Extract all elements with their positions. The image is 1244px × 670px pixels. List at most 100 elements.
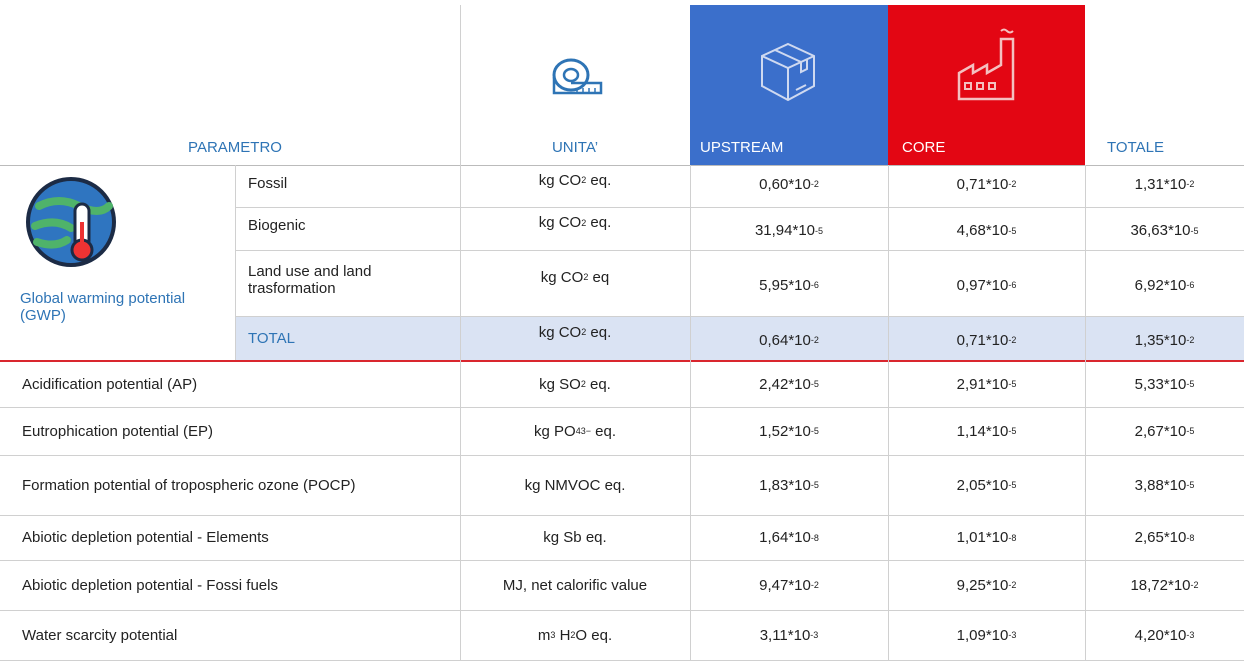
column-line: [690, 165, 691, 660]
unit-part: O eq.: [575, 626, 613, 644]
value-base: 9,25*10: [956, 576, 1009, 594]
value-exp: -2: [810, 580, 819, 590]
unit-cell: kg CO 2 eq.: [460, 162, 690, 198]
row-name: Eutrophication potential (EP): [22, 407, 462, 455]
row-name: Abiotic depletion potential - Elements: [22, 515, 462, 560]
value-base: 5,95*10: [759, 276, 811, 294]
unit-part: eq.: [586, 323, 612, 341]
value-cell: 3,11*10 -3: [690, 610, 888, 660]
row-name-text: Formation potential of tropospheric ozon…: [22, 476, 356, 494]
value-cell: 2,42*10 -5: [690, 361, 888, 407]
value-exp: -2: [1186, 335, 1195, 345]
value-exp: -2: [1008, 335, 1017, 345]
value-cell: 1,14*10 -5: [888, 407, 1085, 455]
value-base: 1,14*10: [956, 422, 1009, 440]
header-text: CORE: [902, 139, 946, 156]
value-exp: -5: [810, 379, 819, 389]
value-cell: 0,71*10 -2: [888, 320, 1085, 360]
group-label-text: Global warming potential (GWP): [20, 290, 186, 324]
value-cell: 5,33*10 -5: [1085, 361, 1244, 407]
row-name: Acidification potential (AP): [22, 361, 462, 407]
value-exp: -2: [810, 179, 819, 189]
value-cell: 1,09*10 -3: [888, 610, 1085, 660]
value-exp: -5: [1008, 225, 1017, 236]
column-line: [460, 5, 461, 660]
value-base: 0,64*10: [759, 331, 811, 349]
value-cell: 2,05*10 -5: [888, 455, 1085, 515]
row-name-text: Abiotic depletion potential - Elements: [22, 529, 269, 546]
core-header-bg: [888, 5, 1085, 165]
value-base: 5,33*10: [1134, 375, 1187, 393]
value-exp: -3: [810, 630, 819, 640]
value-exp: -5: [810, 480, 819, 490]
unit-part: 3: [550, 630, 556, 640]
unit-part: MJ, net calorific value: [502, 576, 648, 594]
value-base: 1,52*10: [759, 422, 811, 440]
value-base: 18,72*10: [1130, 576, 1191, 594]
value-exp: -6: [810, 280, 819, 290]
value-exp: -5: [815, 225, 824, 236]
value-exp: -2: [1008, 179, 1017, 189]
value-base: 1,01*10: [956, 529, 1009, 546]
row-line: [235, 316, 1244, 317]
header-text: TOTALE: [1107, 139, 1164, 156]
column-line: [235, 165, 236, 360]
value-cell: 6,92*10 -6: [1085, 254, 1244, 316]
value-cell: 0,64*10 -2: [690, 320, 888, 360]
column-header: PARAMETRO: [0, 130, 470, 165]
subrow-name-text: Biogenic: [248, 217, 306, 234]
unit-part: 2: [570, 630, 576, 640]
column-header: UNITA’: [460, 130, 690, 165]
unit-cell: kg SO 2 eq.: [460, 361, 690, 407]
value-base: 3,11*10: [759, 626, 811, 644]
value-exp: -5: [1008, 480, 1017, 490]
unit-part: 3−: [580, 426, 591, 436]
row-name-text: Eutrophication potential (EP): [22, 422, 213, 440]
factory-icon: [957, 28, 1015, 101]
group-label: Global warming potential (GWP): [20, 290, 220, 360]
value-cell: 9,25*10 -2: [888, 560, 1085, 610]
value-cell: 1,52*10 -5: [690, 407, 888, 455]
value-base: 2,91*10: [956, 375, 1009, 393]
value-exp: -6: [1008, 280, 1017, 290]
value-exp: -2: [810, 335, 819, 345]
value-base: 6,92*10: [1134, 276, 1187, 294]
value-cell: 0,97*10 -6: [888, 254, 1085, 316]
row-name-text: Water scarcity potential: [22, 626, 178, 644]
value-cell: 31,94*10 -5: [690, 211, 888, 250]
unit-cell: kg CO 2 eq.: [460, 204, 690, 241]
unit-part: eq.: [590, 422, 616, 440]
row-name-text: Abiotic depletion potential - Fossi fuel…: [22, 576, 278, 594]
value-base: 9,47*10: [759, 576, 811, 594]
column-header: TOTALE: [1085, 130, 1244, 165]
value-base: 2,42*10: [759, 375, 811, 393]
row-line: [0, 407, 1244, 408]
row-name: Water scarcity potential: [22, 610, 462, 660]
header-text: UPSTREAM: [700, 139, 784, 156]
value-base: 4,68*10: [956, 222, 1009, 239]
group-line: [0, 360, 1244, 362]
row-line: [235, 250, 1244, 251]
value-cell: 2,67*10 -5: [1085, 407, 1244, 455]
value-base: 1,83*10: [759, 476, 811, 494]
header-text: PARAMETRO: [188, 139, 282, 156]
value-base: 2,65*10: [1134, 529, 1187, 546]
row-line: [0, 515, 1244, 516]
unit-part: H: [555, 626, 571, 644]
value-exp: -8: [810, 532, 819, 543]
unit-cell: kg Sb eq.: [460, 515, 690, 560]
value-base: 0,71*10: [956, 175, 1009, 193]
unit-part: 2: [581, 327, 587, 337]
row-name: Abiotic depletion potential - Fossi fuel…: [22, 560, 462, 610]
unit-part: 2: [581, 175, 587, 185]
subrow-name: Biogenic: [248, 207, 448, 244]
subrow-name: Land use and land trasformation: [248, 250, 448, 310]
unit-part: 4: [575, 426, 581, 436]
value-cell: 1,83*10 -5: [690, 455, 888, 515]
value-base: 1,35*10: [1134, 331, 1187, 349]
value-base: 1,31*10: [1134, 175, 1187, 193]
value-cell: 0,71*10 -2: [888, 165, 1085, 203]
value-cell: 3,88*10 -5: [1085, 455, 1244, 515]
